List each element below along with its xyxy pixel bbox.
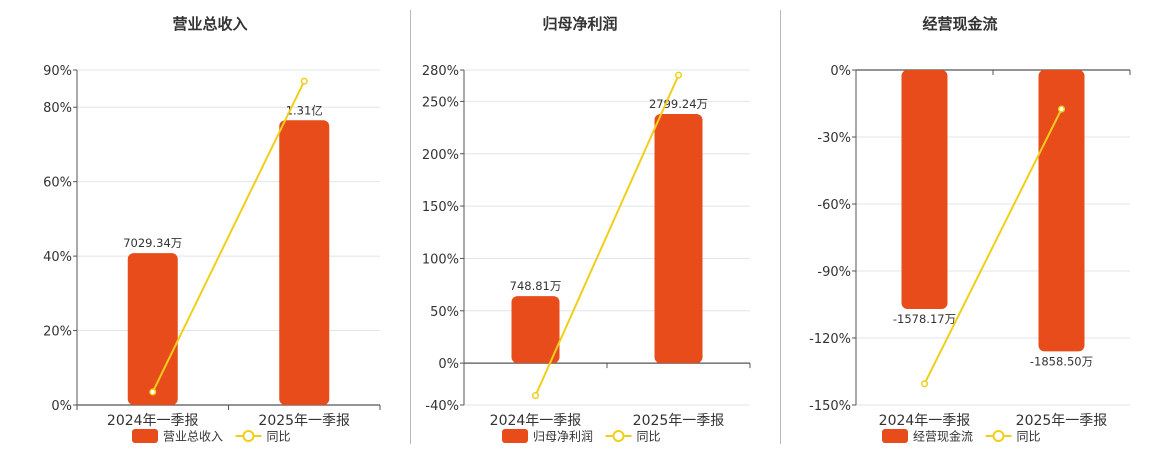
x-tick-label: 2024年一季报	[879, 413, 971, 429]
panel-divider	[410, 10, 411, 444]
legend-label-bar: 营业总收入	[163, 430, 223, 444]
line-point	[1057, 105, 1066, 113]
line-series	[923, 108, 1063, 385]
y-tick-label: 0%	[51, 399, 72, 414]
bar	[1038, 70, 1085, 352]
x-tick-label: 2024年一季报	[107, 413, 199, 429]
chart-title: 营业总收入	[172, 15, 247, 33]
x-tick-label: 2025年一季报	[633, 413, 725, 429]
y-tick-label: 280%	[422, 64, 459, 79]
legend-label-bar: 归母净利润	[533, 430, 593, 444]
y-tick-label: 0%	[438, 357, 459, 372]
y-tick-label: 80%	[43, 101, 72, 116]
y-tick-label: 250%	[422, 95, 459, 110]
y-tick-label: -40%	[425, 399, 459, 414]
y-tick-label: 50%	[430, 305, 459, 320]
legend-swatch-bar	[132, 429, 158, 443]
chart-title: 经营现金流	[922, 15, 997, 33]
legend-swatch-line-marker	[992, 430, 1005, 442]
y-tick-label: 90%	[43, 64, 72, 79]
y-tick-label: 0%	[830, 64, 851, 79]
bar-data-label: 7029.34万	[123, 236, 182, 250]
y-tick-label: 60%	[43, 176, 72, 191]
bar-data-label: -1858.50万	[1030, 354, 1093, 368]
y-tick-label: 40%	[43, 250, 72, 265]
y-tick-label: -120%	[809, 332, 851, 347]
bar-data-label: 748.81万	[510, 279, 562, 293]
y-tick-label: -90%	[817, 265, 851, 280]
bar-data-label: 2799.24万	[649, 97, 708, 111]
panel-divider	[780, 10, 781, 444]
bar-data-label: 1.31亿	[286, 103, 323, 117]
y-tick-label: 200%	[422, 148, 459, 163]
chart-panel-1: 营业总收入 90% 80% 60% 40% 20% 0% 2024年一季报 2025年一季报 70…	[43, 15, 381, 444]
bar	[654, 113, 703, 364]
bar	[511, 296, 560, 364]
y-tick-label: 100%	[422, 252, 459, 267]
legend-label-bar: 经营现金流	[913, 429, 973, 444]
chart-panel-3: 经营现金流 0% -30% -60% -90% -120% -150% 2024年一季报 202…	[809, 15, 1131, 444]
legend-swatch-line-marker	[242, 430, 255, 442]
x-tick-label: 2024年一季报	[490, 413, 582, 429]
legend-label-line: 同比	[267, 430, 291, 444]
x-tick-label: 2025年一季报	[1016, 413, 1108, 429]
legend-label-line: 同比	[1017, 430, 1041, 444]
line-point	[531, 392, 540, 400]
line-series	[534, 74, 680, 396]
legend-swatch-line-marker	[612, 430, 625, 442]
y-tick-label: -60%	[817, 198, 851, 213]
legend-swatch-bar	[882, 429, 908, 443]
chart-title: 归母净利润	[542, 15, 617, 33]
chart-panel-2: 归母净利润 280% 250% 200% 150% 100% 50% 0% -40% 2024年一…	[422, 15, 751, 444]
y-tick-label: -30%	[817, 131, 851, 146]
line-point	[920, 380, 929, 388]
line-point	[149, 388, 157, 396]
legend-swatch-bar	[502, 429, 528, 443]
y-tick-label: 150%	[422, 200, 459, 215]
legend-label-line: 同比	[637, 430, 661, 444]
line-point	[300, 77, 308, 85]
x-tick-label: 2025年一季报	[258, 413, 350, 429]
bar-data-label: -1578.17万	[893, 312, 956, 326]
y-tick-label: -150%	[809, 399, 851, 414]
line-series	[151, 80, 306, 393]
y-tick-label: 20%	[43, 325, 72, 340]
bar	[127, 253, 178, 405]
bar	[901, 70, 948, 309]
line-point	[674, 71, 683, 79]
bar	[279, 120, 330, 405]
